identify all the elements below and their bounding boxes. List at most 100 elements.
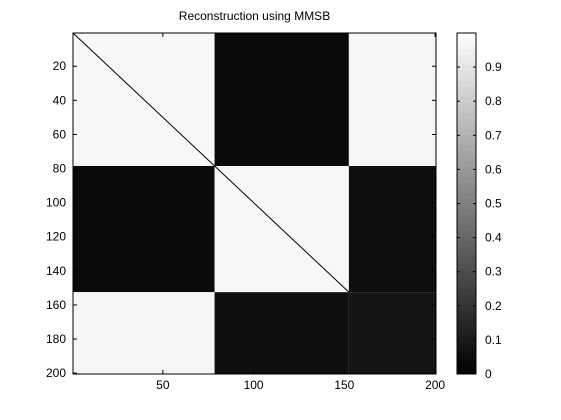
y-axis: 20 40 60 80 100 120 140 160 180 200	[46, 59, 436, 380]
heatmap-block-6	[348, 165, 436, 293]
colorbar-swatch-8	[457, 70, 476, 77]
colorbar-swatch-28	[457, 176, 476, 183]
colorbar-swatch-22	[457, 144, 476, 151]
colorbar-swatch-50	[457, 294, 476, 300]
colorbar-swatch-57	[457, 331, 476, 338]
colorbar-tick-label-7: 0.7	[485, 128, 502, 142]
colorbar-swatch-58	[457, 336, 476, 343]
heatmap-block-7	[73, 292, 215, 374]
x-tick-label-100: 100	[244, 378, 264, 392]
y-tick-label-80: 80	[53, 162, 67, 176]
colorbar-swatch-39	[457, 235, 476, 242]
colorbar: 0 0.1 0.2 0.3 0.4 0.5 0.6 0.7 0.8 0.9	[456, 32, 502, 381]
colorbar-swatch-42	[457, 251, 476, 258]
y-tick-label-180: 180	[46, 332, 66, 346]
colorbar-swatch-52	[457, 304, 476, 311]
colorbar-swatch-48	[457, 283, 476, 290]
y-tick-label-160: 160	[46, 298, 66, 312]
colorbar-swatch-61	[457, 352, 476, 359]
heatmap-block-4	[73, 165, 215, 293]
colorbar-swatch-56	[457, 326, 476, 332]
colorbar-tick-label-0: 0	[485, 367, 492, 381]
colorbar-swatch-51	[457, 299, 476, 306]
x-tick-label-50: 50	[156, 378, 170, 392]
y-tick-label-60: 60	[53, 127, 67, 141]
chart-title: Reconstruction using MMSB	[179, 9, 330, 23]
colorbar-swatch-17	[457, 118, 476, 125]
colorbar-swatch-23	[457, 150, 476, 157]
colorbar-tick-label-3: 0.3	[485, 265, 502, 279]
y-tick-label-200: 200	[46, 366, 66, 380]
colorbar-swatch-1	[457, 33, 476, 39]
colorbar-swatch-35	[457, 214, 476, 220]
x-tick-label-150: 150	[334, 378, 354, 392]
colorbar-swatch-24	[457, 155, 476, 162]
diagonal-layer	[72, 32, 350, 293]
y-tick-label-20: 20	[53, 59, 67, 73]
colorbar-tick-label-6: 0.6	[485, 162, 502, 176]
colorbar-swatch-18	[457, 123, 476, 130]
colorbar-swatch-14	[457, 102, 476, 109]
heatmap-block-3	[348, 33, 436, 166]
colorbar-swatch-36	[457, 219, 476, 226]
colorbar-swatch-4	[457, 48, 476, 55]
colorbar-swatch-64	[457, 368, 476, 375]
colorbar-swatch-7	[457, 64, 476, 71]
colorbar-swatch-10	[457, 80, 476, 87]
colorbar-swatch-41	[457, 246, 476, 252]
colorbar-swatch-30	[457, 187, 476, 194]
colorbar-tick-label-2: 0.2	[485, 299, 502, 313]
diagonal-line	[72, 32, 350, 293]
colorbar-swatch-53	[457, 310, 476, 316]
colorbar-swatch-16	[457, 112, 476, 119]
colorbar-swatch-15	[457, 107, 476, 114]
plot-frame	[72, 32, 437, 375]
x-axis: 50 100 150 200	[156, 33, 445, 392]
colorbar-swatch-62	[457, 358, 476, 364]
colorbar-swatch-49	[457, 288, 476, 295]
heatmap-block-8	[214, 292, 349, 374]
heatmap-layer	[73, 33, 436, 374]
colorbar-swatch-37	[457, 224, 476, 231]
colorbar-swatch-45	[457, 267, 476, 274]
colorbar-swatch-27	[457, 171, 476, 178]
heatmap-block-2	[214, 33, 349, 166]
colorbar-swatch-20	[457, 134, 476, 141]
colorbar-swatch-3	[457, 43, 476, 50]
colorbar-swatch-32	[457, 198, 476, 204]
colorbar-swatch-9	[457, 75, 476, 82]
colorbar-swatch-25	[457, 160, 476, 167]
x-tick-label-200: 200	[425, 378, 445, 392]
y-tick-label-120: 120	[46, 230, 66, 244]
y-tick-label-100: 100	[46, 196, 66, 210]
colorbar-swatch-60	[457, 347, 476, 354]
y-tick-label-140: 140	[46, 264, 66, 278]
colorbar-tick-label-4: 0.4	[485, 231, 502, 245]
heatmap-block-9	[348, 292, 436, 374]
colorbar-swatch-54	[457, 315, 476, 322]
colorbar-swatch-12	[457, 91, 476, 98]
colorbar-swatch-29	[457, 182, 476, 189]
colorbar-swatch-44	[457, 262, 476, 268]
colorbar-swatch-38	[457, 230, 476, 236]
colorbar-swatch-59	[457, 342, 476, 348]
colorbar-swatch-2	[457, 38, 476, 45]
colorbar-swatch-5	[457, 54, 476, 61]
colorbar-swatch-11	[457, 86, 476, 93]
colorbar-swatch-40	[457, 240, 476, 247]
colorbar-swatch-26	[457, 166, 476, 173]
colorbar-tick-label-9: 0.9	[485, 60, 502, 74]
colorbar-swatch-19	[457, 128, 476, 135]
colorbar-swatch-47	[457, 278, 476, 284]
colorbar-tick-label-1: 0.1	[485, 333, 502, 347]
y-tick-label-40: 40	[53, 93, 67, 107]
colorbar-swatch-33	[457, 203, 476, 210]
colorbar-swatch-31	[457, 192, 476, 199]
colorbar-swatch-13	[457, 96, 476, 103]
colorbar-swatch-46	[457, 272, 476, 279]
colorbar-swatch-63	[457, 363, 476, 370]
colorbar-swatch-43	[457, 256, 476, 263]
colorbar-swatch-21	[457, 139, 476, 146]
